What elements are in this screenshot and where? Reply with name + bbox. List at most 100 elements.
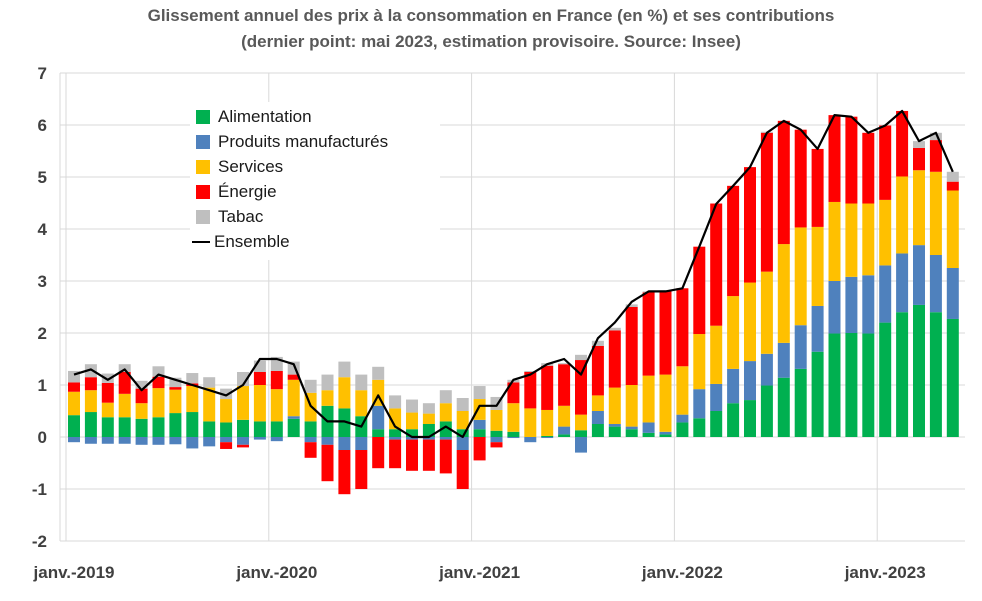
y-tick-label: 5 [38, 168, 47, 187]
bar-services [118, 393, 131, 418]
legend-swatch [196, 160, 210, 174]
bar--nergie [879, 125, 892, 200]
bar-services [321, 390, 334, 406]
bar-services [625, 385, 638, 427]
bar-tabac [456, 398, 469, 411]
bar--nergie [169, 387, 182, 390]
bar--nergie [524, 372, 537, 409]
legend-swatch [196, 185, 210, 199]
bar-services [845, 203, 858, 277]
bar-produits-manufactur-s [456, 437, 469, 450]
bar--nergie [490, 442, 503, 448]
bar--nergie [862, 132, 875, 204]
bar-services [84, 390, 97, 413]
bar-services [237, 386, 249, 420]
bar-produits-manufactur-s [642, 422, 655, 433]
bar-services [929, 171, 942, 255]
bar-services [862, 203, 875, 276]
bar-services [203, 387, 216, 422]
bar-tabac [625, 304, 638, 307]
bar-alimentation [777, 377, 790, 437]
bar-services [913, 170, 925, 246]
bar-services [135, 403, 148, 419]
bar-services [406, 412, 418, 430]
bar--nergie [439, 439, 452, 474]
bar-services [710, 325, 723, 384]
bar--nergie [642, 292, 655, 376]
bar--nergie [760, 132, 773, 272]
bar--nergie [625, 307, 638, 385]
bar-services [541, 409, 554, 436]
bar-alimentation [591, 424, 604, 437]
bar-services [68, 391, 80, 416]
chart-title: Glissement annuel des prix à la consomma… [147, 6, 835, 25]
x-tick-label: janv.-2019 [33, 563, 115, 582]
bar-alimentation [304, 421, 317, 437]
bar-produits-manufactur-s [727, 368, 740, 404]
bar-services [524, 408, 537, 437]
bar--nergie [68, 382, 80, 392]
bar-services [287, 379, 300, 417]
bar-tabac [186, 373, 199, 384]
bar-alimentation [896, 312, 909, 437]
bar-produits-manufactur-s [152, 437, 165, 445]
bar-produits-manufactur-s [220, 437, 233, 443]
bar-alimentation [929, 312, 942, 437]
y-tick-label: -2 [32, 532, 47, 551]
y-tick-label: 3 [38, 272, 47, 291]
bar--nergie [507, 382, 520, 404]
bar-produits-manufactur-s [439, 437, 452, 440]
bar-tabac [591, 340, 604, 346]
bar-produits-manufactur-s [659, 431, 672, 435]
x-tick-label: janv.-2020 [235, 563, 317, 582]
bar-services [896, 176, 909, 254]
x-tick-label: janv.-2022 [641, 563, 723, 582]
bar-alimentation [169, 413, 182, 437]
bar-produits-manufactur-s [760, 353, 773, 386]
bar-services [828, 201, 841, 281]
bar-alimentation [794, 368, 807, 437]
bar-services [777, 244, 790, 343]
bar-produits-manufactur-s [321, 437, 334, 445]
bar-tabac [913, 141, 925, 148]
bar-tabac [473, 386, 486, 400]
bar-services [811, 226, 824, 306]
bar-produits-manufactur-s [422, 437, 435, 440]
bar-alimentation [862, 333, 875, 437]
bar--nergie [946, 181, 959, 191]
bar-alimentation [287, 418, 300, 437]
bar-produits-manufactur-s [84, 437, 97, 444]
bar-alimentation [693, 418, 706, 437]
bar-alimentation [659, 434, 672, 437]
bar-services [760, 271, 773, 354]
bar-produits-manufactur-s [828, 281, 841, 334]
bar-produits-manufactur-s [929, 255, 942, 313]
bar-alimentation [439, 421, 452, 437]
bar-alimentation [406, 429, 418, 437]
bar-produits-manufactur-s [591, 411, 604, 424]
bar-tabac [152, 366, 165, 377]
bar--nergie [929, 140, 942, 172]
bar-services [507, 403, 520, 432]
bar-tabac [84, 364, 97, 378]
bar--nergie [389, 439, 402, 469]
bar-tabac [304, 379, 317, 393]
bar--nergie [710, 203, 723, 326]
legend-item: Services [196, 155, 283, 179]
bar-produits-manufactur-s [253, 437, 266, 440]
legend-label: Produits manufacturés [218, 132, 389, 151]
bar-produits-manufactur-s [913, 245, 925, 305]
bar-services [473, 399, 486, 420]
bar-alimentation [152, 417, 165, 437]
y-tick-label: 0 [38, 428, 47, 447]
bar-tabac [237, 372, 249, 387]
bar-tabac [118, 364, 131, 372]
bar--nergie [220, 442, 233, 449]
bar--nergie [744, 167, 756, 283]
bar-produits-manufactur-s [372, 405, 385, 430]
bar-produits-manufactur-s [794, 325, 807, 369]
legend-item: Ensemble [192, 230, 290, 254]
bar-produits-manufactur-s [676, 414, 689, 423]
bar-services [253, 385, 266, 422]
